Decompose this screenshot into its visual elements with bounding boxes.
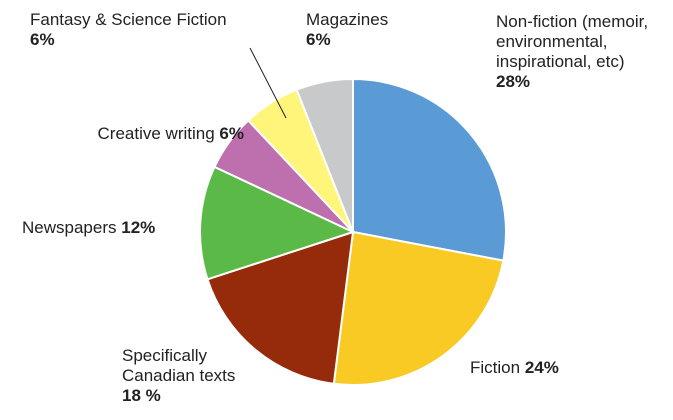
pie-slice (352, 77, 507, 262)
value-label: 28% (496, 72, 531, 91)
category-label: Specifically Canadian texts (122, 346, 236, 385)
label: Magazines 6% (306, 10, 426, 50)
label: Fantasy & Science Fiction 6% (30, 10, 280, 50)
label: Fiction 24% (470, 358, 630, 378)
category-label: Newspapers (22, 218, 117, 237)
category-label: Magazines (306, 10, 389, 29)
leader-line (249, 47, 287, 119)
value-label: 6% (30, 30, 55, 49)
pie-slice (199, 165, 356, 281)
pie-slice (295, 77, 354, 233)
category-label: Non-fiction (memoir, environmental, insp… (496, 12, 649, 71)
value-label: 6% (306, 30, 331, 49)
category-label: Fantasy & Science Fiction (30, 10, 227, 29)
pie-slice (206, 230, 355, 385)
label: Specifically Canadian texts 18 % (122, 346, 262, 406)
value-label: 18 % (122, 386, 161, 405)
value-label: 24% (524, 358, 559, 377)
pie-slice (332, 230, 505, 386)
label: Non-fiction (memoir, environmental, insp… (496, 12, 664, 92)
category-label: Creative writing (97, 124, 215, 143)
value-label: 6% (219, 124, 244, 143)
category-label: Fiction (470, 358, 521, 377)
value-label: 12% (121, 218, 156, 237)
label: Newspapers 12% (22, 218, 212, 238)
label: Creative writing 6% (10, 124, 244, 144)
